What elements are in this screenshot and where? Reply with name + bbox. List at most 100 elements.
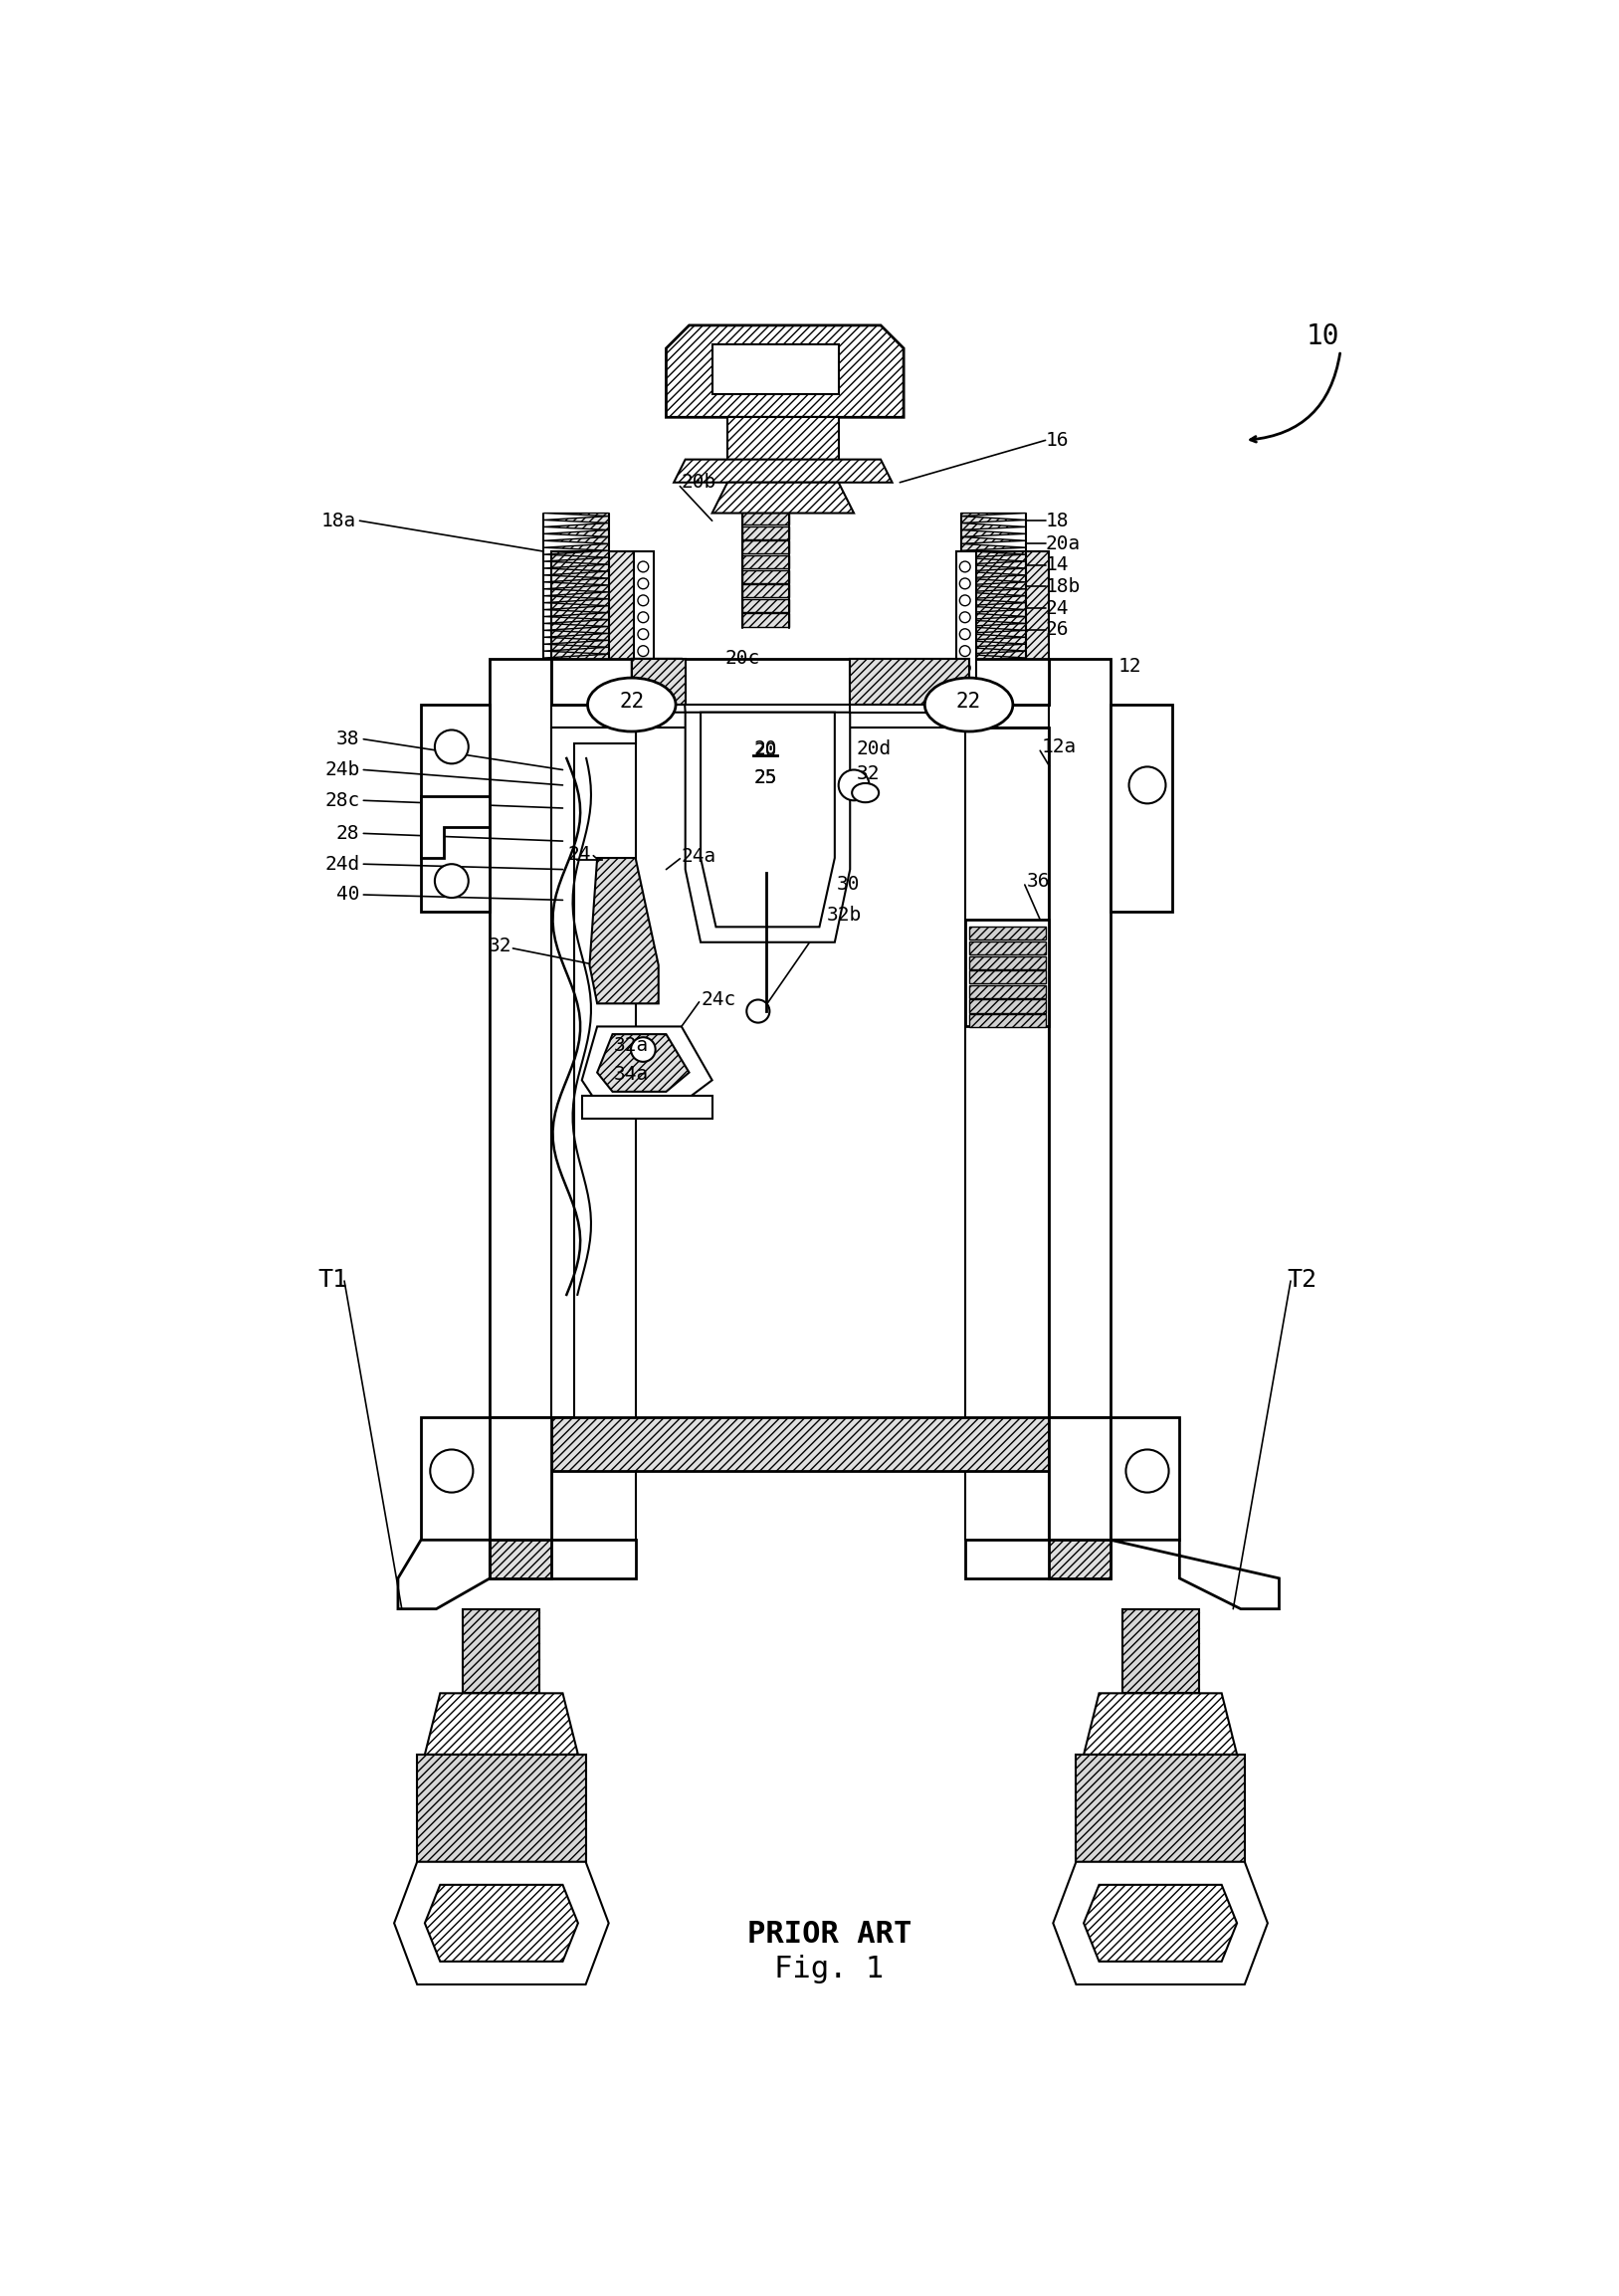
Text: 32: 32 [487,937,512,955]
Polygon shape [421,705,491,912]
Text: 25: 25 [754,767,777,788]
Circle shape [960,579,970,590]
Circle shape [436,730,468,765]
Circle shape [638,579,649,590]
Bar [463,1609,539,1692]
Text: 36: 36 [1026,872,1049,891]
Text: 28: 28 [337,824,359,843]
Text: 12: 12 [1119,657,1141,675]
Polygon shape [491,659,636,1577]
Text: 24b: 24b [324,760,359,778]
Text: 32: 32 [856,765,879,783]
Text: 24d: 24d [324,854,359,872]
Text: 24: 24 [1046,599,1069,618]
Text: 32a: 32a [614,1035,649,1056]
Bar [743,540,788,553]
Polygon shape [968,999,1046,1013]
Bar [743,585,788,597]
Text: T1: T1 [317,1267,348,1290]
Text: 18b: 18b [1046,576,1080,597]
Polygon shape [665,326,903,418]
Polygon shape [597,1033,690,1091]
Polygon shape [550,551,636,705]
Text: PRIOR ART: PRIOR ART [746,1919,911,1949]
Circle shape [1128,767,1166,804]
Text: 38: 38 [337,730,359,748]
Circle shape [638,645,649,657]
Polygon shape [965,551,1049,705]
Polygon shape [1049,1417,1111,1541]
Text: 22: 22 [618,691,644,712]
Polygon shape [1111,1417,1180,1541]
Text: 22: 22 [957,691,981,712]
Circle shape [638,629,649,641]
Polygon shape [550,728,636,1417]
Polygon shape [1049,1417,1111,1472]
Text: 24a: 24a [682,847,717,866]
Polygon shape [968,985,1046,999]
Bar [635,551,654,689]
Bar [743,556,788,567]
Polygon shape [962,512,1026,705]
Polygon shape [1083,1692,1237,1754]
Circle shape [960,629,970,641]
Polygon shape [1111,705,1172,912]
Text: 20c: 20c [725,650,761,668]
Circle shape [960,613,970,622]
Text: 24c: 24c [701,990,735,1010]
Polygon shape [550,659,1049,705]
Text: Fig. 1: Fig. 1 [774,1954,884,1984]
Text: 32b: 32b [827,907,863,925]
Polygon shape [544,512,609,705]
Bar [743,482,788,496]
Text: 24: 24 [568,845,591,863]
Polygon shape [850,659,968,712]
Circle shape [960,595,970,606]
Polygon shape [589,859,659,1003]
Text: 20a: 20a [1046,535,1080,553]
Circle shape [631,1038,656,1061]
Bar [743,613,788,627]
Polygon shape [850,659,968,705]
Polygon shape [581,1095,712,1118]
Circle shape [960,645,970,657]
Polygon shape [701,712,835,928]
Bar [955,551,976,689]
Polygon shape [424,1692,578,1754]
Polygon shape [631,659,685,705]
Text: 16: 16 [1046,432,1069,450]
Polygon shape [674,459,892,482]
Polygon shape [968,928,1046,939]
Polygon shape [965,918,1049,1026]
Circle shape [748,817,769,838]
Bar [1122,1609,1198,1692]
Polygon shape [712,482,853,512]
Bar [636,705,965,728]
Text: 28c: 28c [324,792,359,810]
Polygon shape [424,1885,578,1961]
Polygon shape [965,659,1111,1577]
Polygon shape [1077,1754,1245,1862]
Polygon shape [418,1754,586,1862]
Circle shape [638,613,649,622]
Bar [743,599,788,613]
Circle shape [638,595,649,606]
Bar [743,512,788,523]
Polygon shape [421,797,491,859]
Polygon shape [550,1417,1049,1472]
Polygon shape [1052,1862,1268,1984]
Circle shape [960,680,970,691]
Text: T2: T2 [1287,1267,1316,1290]
Ellipse shape [852,783,879,801]
Text: 10: 10 [1307,324,1339,351]
Text: 18: 18 [1046,512,1069,530]
Polygon shape [491,1541,550,1577]
Polygon shape [968,971,1046,983]
Circle shape [1125,1449,1169,1492]
Circle shape [638,664,649,673]
Polygon shape [968,941,1046,955]
Polygon shape [491,1417,550,1472]
Bar [743,526,788,540]
Bar [743,496,788,510]
Text: 30: 30 [837,875,860,893]
